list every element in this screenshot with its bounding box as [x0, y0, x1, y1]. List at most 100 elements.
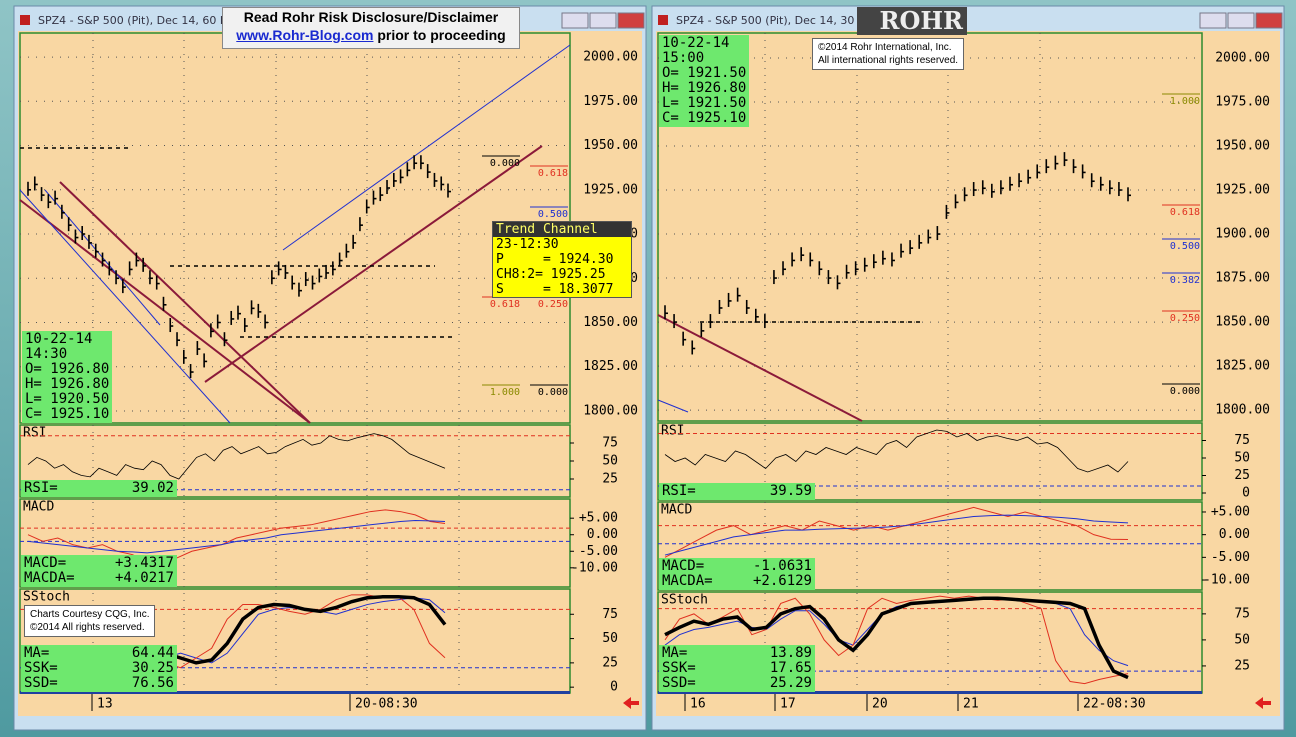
price-bar — [791, 252, 796, 267]
time-axis — [658, 694, 1202, 712]
y-tick-label: 1875.00 — [1215, 271, 1270, 286]
price-bar — [1045, 159, 1050, 174]
price-bar — [863, 257, 868, 272]
price-bar — [873, 254, 877, 269]
copyright-line: ©2014 Rohr International, Inc. — [818, 42, 952, 53]
price-bar — [854, 261, 859, 276]
window-button[interactable] — [1199, 12, 1227, 29]
price-bar — [891, 252, 895, 267]
panel-label: RSI — [23, 426, 46, 441]
price-bar — [1109, 180, 1113, 195]
price-bar — [291, 275, 296, 290]
price-bar — [352, 234, 357, 249]
price-bar — [54, 190, 59, 205]
indicator-line — [664, 596, 1129, 680]
price-bar — [900, 243, 905, 258]
window-button[interactable] — [1227, 12, 1255, 29]
tooltip-line: S = 18.3077 — [496, 282, 614, 297]
price-bar — [47, 194, 52, 209]
readout-box: MACD= -1.0631 MACDA= +2.6129 — [659, 558, 815, 590]
scroll-arrow[interactable] — [623, 697, 639, 709]
price-bar — [1054, 155, 1059, 170]
y-tick-label: 50 — [1234, 632, 1250, 647]
y-tick-label: 1850.00 — [1215, 315, 1270, 330]
tooltip-line: 23-12:30 — [496, 237, 559, 252]
price-bar — [936, 226, 941, 241]
price-bar — [176, 332, 181, 347]
price-bar — [298, 282, 302, 297]
readout-value: +4.0217 — [114, 570, 174, 586]
y-tick-label: 75 — [1234, 606, 1250, 621]
ohlc-line: 15:00 — [662, 50, 705, 66]
readout-name: RSI= — [24, 480, 58, 496]
trend-line — [282, 44, 571, 251]
indicator-line — [664, 514, 1129, 556]
ohlc-line: O= 1921.50 — [662, 65, 747, 81]
price-bar — [1000, 180, 1004, 195]
panel-border — [19, 498, 571, 588]
time-label: 20 — [872, 697, 888, 712]
price-bar — [1072, 159, 1077, 174]
ohlc-line: H= 1926.80 — [662, 80, 747, 96]
price-bar — [230, 310, 235, 325]
readout-row: RSI= 39.59 — [662, 484, 812, 499]
fib-label: 0.250 — [538, 299, 568, 310]
window-title: SPZ4 - S&P 500 (Pit), Dec 14, 60 Min — [38, 14, 239, 27]
price-bar — [135, 252, 140, 267]
y-tick-label: 25 — [602, 472, 618, 487]
window-button[interactable] — [589, 12, 617, 29]
ohlc-line: 10-22-14 — [662, 35, 730, 51]
ohlc-line: 14:30 — [25, 346, 68, 362]
price-bar — [782, 261, 787, 276]
window-button[interactable] — [561, 12, 589, 29]
price-bar — [122, 279, 126, 294]
price-bar — [223, 332, 228, 347]
window-button[interactable] — [1255, 12, 1283, 29]
price-bar — [365, 199, 370, 214]
price-bar — [1036, 164, 1041, 179]
ohlc-line: H= 1926.80 — [25, 376, 110, 392]
fib-label: 0.618 — [490, 299, 520, 310]
price-bar — [311, 275, 316, 290]
blog-link[interactable]: www.Rohr-Blog.com — [236, 27, 374, 43]
readout-name: MACDA= — [24, 570, 75, 586]
price-bar — [764, 314, 768, 329]
price-bar — [338, 252, 343, 267]
readout-name: MA= — [24, 645, 50, 661]
y-tick-label: 1950.00 — [1215, 139, 1270, 154]
y-tick-label: 1975.00 — [1215, 95, 1270, 110]
trend-line — [19, 189, 231, 424]
time-label: 16 — [690, 697, 706, 712]
price-bar — [325, 264, 330, 279]
trend-line — [204, 145, 543, 383]
y-tick-label: 50 — [602, 454, 618, 469]
readout-value: 30.25 — [131, 660, 174, 676]
price-bar — [406, 162, 411, 177]
tooltip-line: Trend Channel — [493, 222, 631, 237]
trend-line — [59, 181, 311, 424]
price-bar — [845, 264, 850, 279]
price-bar — [800, 247, 805, 262]
readout-value: 13.89 — [769, 645, 812, 661]
readout-box: MA= 64.44 SSK= 30.25 SSD= 76.56 — [21, 645, 177, 692]
price-bar — [440, 176, 445, 191]
readout-value: -1.0631 — [752, 558, 812, 574]
price-bar — [1027, 169, 1032, 184]
fib-label: 0.000 — [538, 387, 568, 398]
window-button[interactable] — [617, 12, 645, 29]
panel-label: MACD — [23, 500, 54, 515]
price-bar — [183, 349, 187, 364]
price-bar — [664, 305, 668, 320]
y-tick-label: 25 — [1234, 658, 1250, 673]
indicator-line — [27, 520, 446, 554]
scroll-arrow[interactable] — [1255, 697, 1271, 709]
indicator-line — [664, 429, 1129, 473]
readout-row: MA= 13.89 — [662, 646, 812, 661]
y-tick-label: 1975.00 — [583, 94, 638, 109]
time-label: 17 — [780, 697, 796, 712]
copyright-line: All international rights reserved. — [818, 55, 959, 66]
y-tick-label: -10.00 — [1203, 573, 1250, 588]
price-bar — [700, 322, 705, 337]
window-icon — [20, 15, 30, 25]
price-bar — [115, 270, 120, 285]
